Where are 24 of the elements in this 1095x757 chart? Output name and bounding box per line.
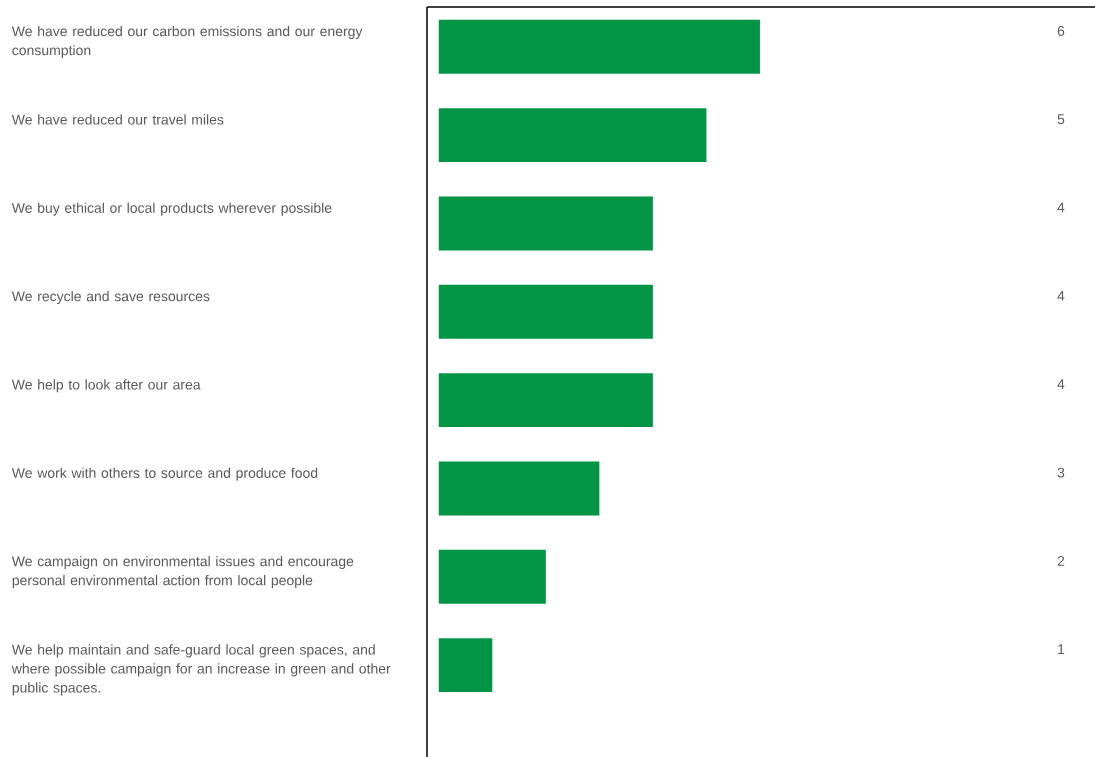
data-label: 2 xyxy=(1057,555,1065,566)
bar xyxy=(438,461,600,516)
bar xyxy=(438,108,707,163)
y-tick-label: We recycle and save resources xyxy=(11,290,210,305)
data-label: 4 xyxy=(1057,290,1065,301)
bar xyxy=(438,19,760,74)
y-tick-label: We have reduced our carbon emissions and our energy consumption xyxy=(11,25,363,58)
y-tick-label: We have reduced our travel miles xyxy=(11,114,224,125)
data-label: 3 xyxy=(1057,467,1065,478)
bar xyxy=(438,638,493,693)
bar xyxy=(438,284,653,339)
data-label: 4 xyxy=(1057,379,1065,389)
y-tick-label: We campaign on environmental issues and encourage personal environmental action from local people xyxy=(11,556,354,589)
data-label: 1 xyxy=(1058,644,1065,654)
y-tick-label: We help maintain and safe-guard local green spaces, and where possible campaign for an increase in green and other public spaces. xyxy=(11,644,391,696)
data-label: 4 xyxy=(1057,202,1065,213)
bar xyxy=(438,373,653,428)
y-tick-label: We buy ethical or local products wherever possible xyxy=(11,202,332,216)
y-tick-label: We work with others to source and produce food xyxy=(11,467,318,481)
data-label: 6 xyxy=(1057,25,1065,36)
y-tick-label: We help to look after our area xyxy=(11,379,201,393)
data-label: 5 xyxy=(1057,114,1065,125)
bar xyxy=(438,196,653,251)
bar xyxy=(438,549,546,604)
